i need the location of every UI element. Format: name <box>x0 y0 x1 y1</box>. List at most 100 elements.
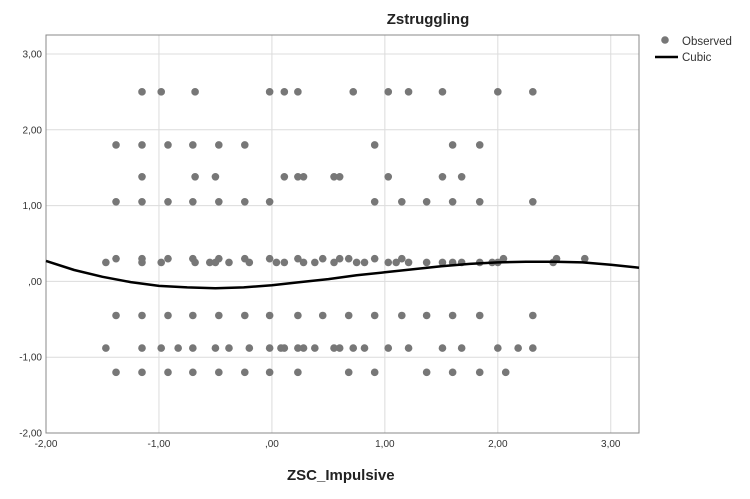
data-point <box>330 172 338 181</box>
data-point <box>475 141 484 149</box>
data-point <box>265 368 274 377</box>
data-point <box>529 88 537 96</box>
data-point <box>189 311 197 320</box>
x-tick-labels: -2,00 -1,00 ,00 1,00 2,00 3,00 <box>35 439 621 450</box>
data-point <box>265 311 274 320</box>
legend-observed-marker <box>661 36 669 44</box>
data-point <box>138 254 146 263</box>
data-point <box>529 311 537 320</box>
data-point <box>404 344 413 352</box>
data-point <box>265 344 274 352</box>
data-point <box>475 197 484 206</box>
data-point <box>138 172 146 181</box>
data-point <box>215 311 223 320</box>
data-point <box>240 368 249 377</box>
data-point <box>352 258 361 267</box>
data-point <box>102 258 110 267</box>
data-point <box>335 254 344 263</box>
data-point <box>191 88 199 96</box>
data-point <box>164 368 172 377</box>
data-point <box>294 172 302 181</box>
data-point <box>138 197 146 206</box>
data-point <box>349 344 358 352</box>
data-point <box>318 311 327 320</box>
data-point <box>398 311 406 320</box>
data-point <box>335 344 344 352</box>
data-point <box>205 258 214 267</box>
data-point <box>164 197 172 206</box>
data-point <box>448 141 457 149</box>
data-point <box>280 258 289 267</box>
y-tick-labels: -2,00 -1,00 ,00 1,00 2,00 3,00 <box>19 49 42 439</box>
x-tick-label: -2,00 <box>35 439 58 450</box>
data-point <box>240 311 249 320</box>
data-point <box>138 141 146 149</box>
data-point <box>215 254 223 263</box>
y-tick-label: 3,00 <box>23 49 43 60</box>
data-point <box>211 344 220 352</box>
data-point <box>499 254 508 263</box>
data-point <box>240 141 249 149</box>
data-point <box>157 258 166 267</box>
data-point <box>265 197 274 206</box>
data-point <box>138 344 146 352</box>
data-point <box>294 88 302 96</box>
data-point <box>448 311 457 320</box>
data-point <box>294 368 302 377</box>
data-point <box>398 197 406 206</box>
data-point <box>112 311 120 320</box>
data-point <box>448 368 457 377</box>
data-point <box>494 88 502 96</box>
data-point <box>370 141 379 149</box>
y-tick-label: -2,00 <box>19 429 42 440</box>
data-point <box>280 88 289 96</box>
data-point <box>189 368 197 377</box>
cubic-fit-line <box>45 259 640 290</box>
data-point <box>501 368 510 377</box>
data-point <box>164 141 172 149</box>
cubic-curve-layer <box>45 259 640 290</box>
data-point <box>138 368 146 377</box>
data-point <box>164 254 172 263</box>
data-point <box>448 197 457 206</box>
data-point <box>272 258 281 267</box>
data-point <box>384 172 393 181</box>
data-point <box>211 172 220 181</box>
data-point <box>299 172 308 181</box>
data-point <box>422 197 431 206</box>
legend-cubic-label: Cubic <box>682 52 712 64</box>
data-point <box>370 254 379 263</box>
x-tick-label: -1,00 <box>148 439 171 450</box>
data-point <box>370 197 379 206</box>
x-tick-label: ,00 <box>265 439 279 450</box>
data-point <box>360 344 369 352</box>
data-point <box>215 141 223 149</box>
data-point <box>138 88 146 96</box>
data-point <box>494 344 502 352</box>
data-point <box>191 172 199 181</box>
data-point <box>344 368 353 377</box>
data-point <box>299 344 308 352</box>
y-tick-label: -1,00 <box>19 353 42 364</box>
data-point <box>398 254 406 263</box>
data-point <box>580 254 589 263</box>
y-tick-label: ,00 <box>28 277 42 288</box>
data-point <box>174 344 182 352</box>
legend-observed-label: Observed <box>682 36 732 48</box>
data-point <box>438 88 447 96</box>
data-point <box>475 368 484 377</box>
chart-title: Zstruggling <box>387 11 470 28</box>
data-point <box>225 258 233 267</box>
data-point <box>240 197 249 206</box>
data-point <box>330 344 338 352</box>
data-point <box>360 258 369 267</box>
data-point <box>294 344 302 352</box>
data-point <box>215 368 223 377</box>
data-point <box>404 258 413 267</box>
data-point <box>299 258 308 267</box>
grid-lines <box>45 35 639 434</box>
data-point <box>294 311 302 320</box>
data-point <box>311 344 319 352</box>
data-point <box>112 197 120 206</box>
